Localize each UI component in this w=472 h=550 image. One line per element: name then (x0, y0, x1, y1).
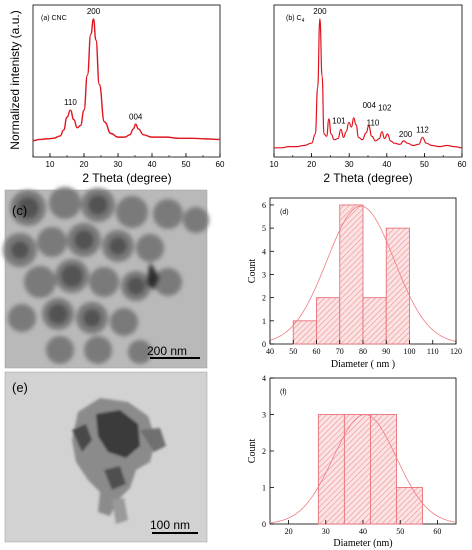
panel-b-xlabel: 2 Theta (degree) (323, 171, 412, 185)
panel-d-xlabel: Diameter ( nm ) (331, 359, 395, 370)
panel-d-xtick-label: 100 (404, 347, 416, 356)
panel-d-chart: (d) Count Diameter ( nm ) 40 50 60 70 80 90 10… (247, 197, 462, 370)
panel-f-bar (396, 487, 423, 525)
panel-f-ytick-label: 2 (262, 447, 266, 456)
panel-d-xtick-label: 90 (382, 347, 390, 356)
tem-c-label: (c) (12, 203, 27, 218)
panel-b-chart: (b) C4 2 Theta (degree) 10 20 30 40 50 60 200… (270, 4, 467, 185)
panel-b-peak-label: 112 (416, 125, 429, 134)
panel-f-ytick-label: 0 (262, 520, 266, 529)
panel-f-ytick-label: 3 (262, 411, 266, 420)
tem-image-c: (c) 200 nm (3, 187, 209, 369)
panel-f-chart: (f) Count Diameter (nm) 20 30 40 50 60 0 1 2 3 4 (247, 374, 457, 549)
panel-a-xtick-label: 50 (182, 160, 191, 169)
panel-d-fit-curve (269, 205, 457, 342)
panel-b-peak-label: 200 (399, 130, 413, 139)
panel-b-label: (b) C4 (286, 15, 305, 24)
panel-b-xtick-label: 30 (345, 160, 354, 169)
panel-d-xtick-label: 60 (313, 347, 321, 356)
panel-b-peak-label: 101 (332, 116, 346, 125)
panel-b-peak-label: 200 (313, 7, 327, 16)
panel-a-peak-label: 200 (87, 7, 101, 16)
panel-b-frame (273, 4, 463, 158)
tem-e-frame (4, 371, 208, 543)
panel-d-ytick-label: 2 (262, 294, 266, 303)
panel-a-xtick-label: 40 (148, 160, 157, 169)
panel-a-series-line (32, 18, 221, 142)
panel-a-xtick-label: 30 (114, 160, 123, 169)
tem-image-e: (e) 100 nm (4, 371, 208, 543)
panel-f-bar (343, 414, 371, 525)
tem-c-scale-text: 200 nm (147, 344, 187, 358)
panel-b-xtick-label: 50 (420, 160, 429, 169)
panel-b-peak-label: 102 (378, 104, 392, 113)
panel-a-ylabel: Normalized intenisty (a.u.) (8, 10, 22, 149)
panel-d-xtick-label: 50 (289, 347, 297, 356)
panel-d-bar (339, 204, 364, 345)
panel-a-xtick-label: 60 (216, 160, 225, 169)
panel-a-label: (a) CNC (41, 15, 67, 22)
panel-d-label: (d) (280, 209, 289, 216)
panel-d-xtick-label: 40 (266, 347, 274, 356)
panel-f-label: (f) (280, 389, 287, 396)
panel-d-bar (385, 227, 410, 345)
panel-a-xlabel: 2 Theta (degree) (82, 171, 171, 185)
panel-f-xtick-label: 50 (396, 527, 404, 536)
panel-d-ytick-label: 4 (262, 247, 266, 256)
panel-d-ytick-label: 6 (262, 201, 266, 210)
panel-d-bar (292, 320, 317, 345)
panel-f-ylabel: Count (247, 439, 258, 464)
panel-d-xtick-label: 120 (450, 347, 462, 356)
panel-a-peak-label: 110 (64, 98, 77, 107)
panel-b-xtick-label: 20 (307, 160, 316, 169)
panel-d-ylabel: Count (247, 259, 258, 284)
panel-d-xtick-label: 80 (359, 347, 367, 356)
panel-f-xtick-label: 60 (433, 527, 441, 536)
panel-a-xtick-label: 10 (46, 160, 55, 169)
panel-d-bar (362, 297, 387, 345)
panel-a-xtick-label: 20 (80, 160, 89, 169)
panel-b-xtick-label: 10 (270, 160, 279, 169)
panel-b-xtick-label: 60 (458, 160, 467, 169)
panel-b-peak-label: 110 (367, 119, 380, 128)
panel-d-xtick-label: 110 (427, 347, 439, 356)
tem-e-particles (72, 398, 166, 524)
panel-f-xlabel: Diameter (nm) (333, 538, 392, 549)
panel-f-bar (317, 414, 345, 525)
panel-a-chart: (a) CNC Normalized intenisty (a.u.) 2 Th… (8, 4, 225, 185)
panel-d-xtick-label: 70 (336, 347, 344, 356)
panel-b-xtick-label: 40 (382, 160, 391, 169)
tem-c-particles (3, 187, 209, 364)
panel-f-bar (369, 414, 397, 525)
panel-f-xtick-label: 40 (359, 527, 367, 536)
panel-f-xtick-label: 30 (322, 527, 330, 536)
panel-b-series-line (274, 18, 463, 149)
panel-f-ytick-label: 4 (262, 374, 266, 383)
panel-a-frame (32, 4, 221, 158)
panel-d-ytick-label: 1 (262, 317, 266, 326)
panel-f-fit-curve (269, 414, 457, 524)
panel-f-ytick-label: 1 (262, 484, 266, 493)
tem-e-label: (e) (12, 380, 28, 395)
panel-d-ytick-label: 0 (262, 340, 266, 349)
tem-e-scale-text: 100 nm (150, 518, 190, 532)
panel-d-ytick-label: 3 (262, 270, 266, 279)
panel-f-xtick-label: 20 (285, 527, 293, 536)
panel-d-ytick-label: 5 (262, 224, 266, 233)
panel-b-peak-label: 004 (363, 101, 377, 110)
panel-a-peak-label: 004 (129, 112, 143, 121)
tem-c-frame (4, 189, 208, 369)
panel-d-bar (316, 297, 341, 345)
